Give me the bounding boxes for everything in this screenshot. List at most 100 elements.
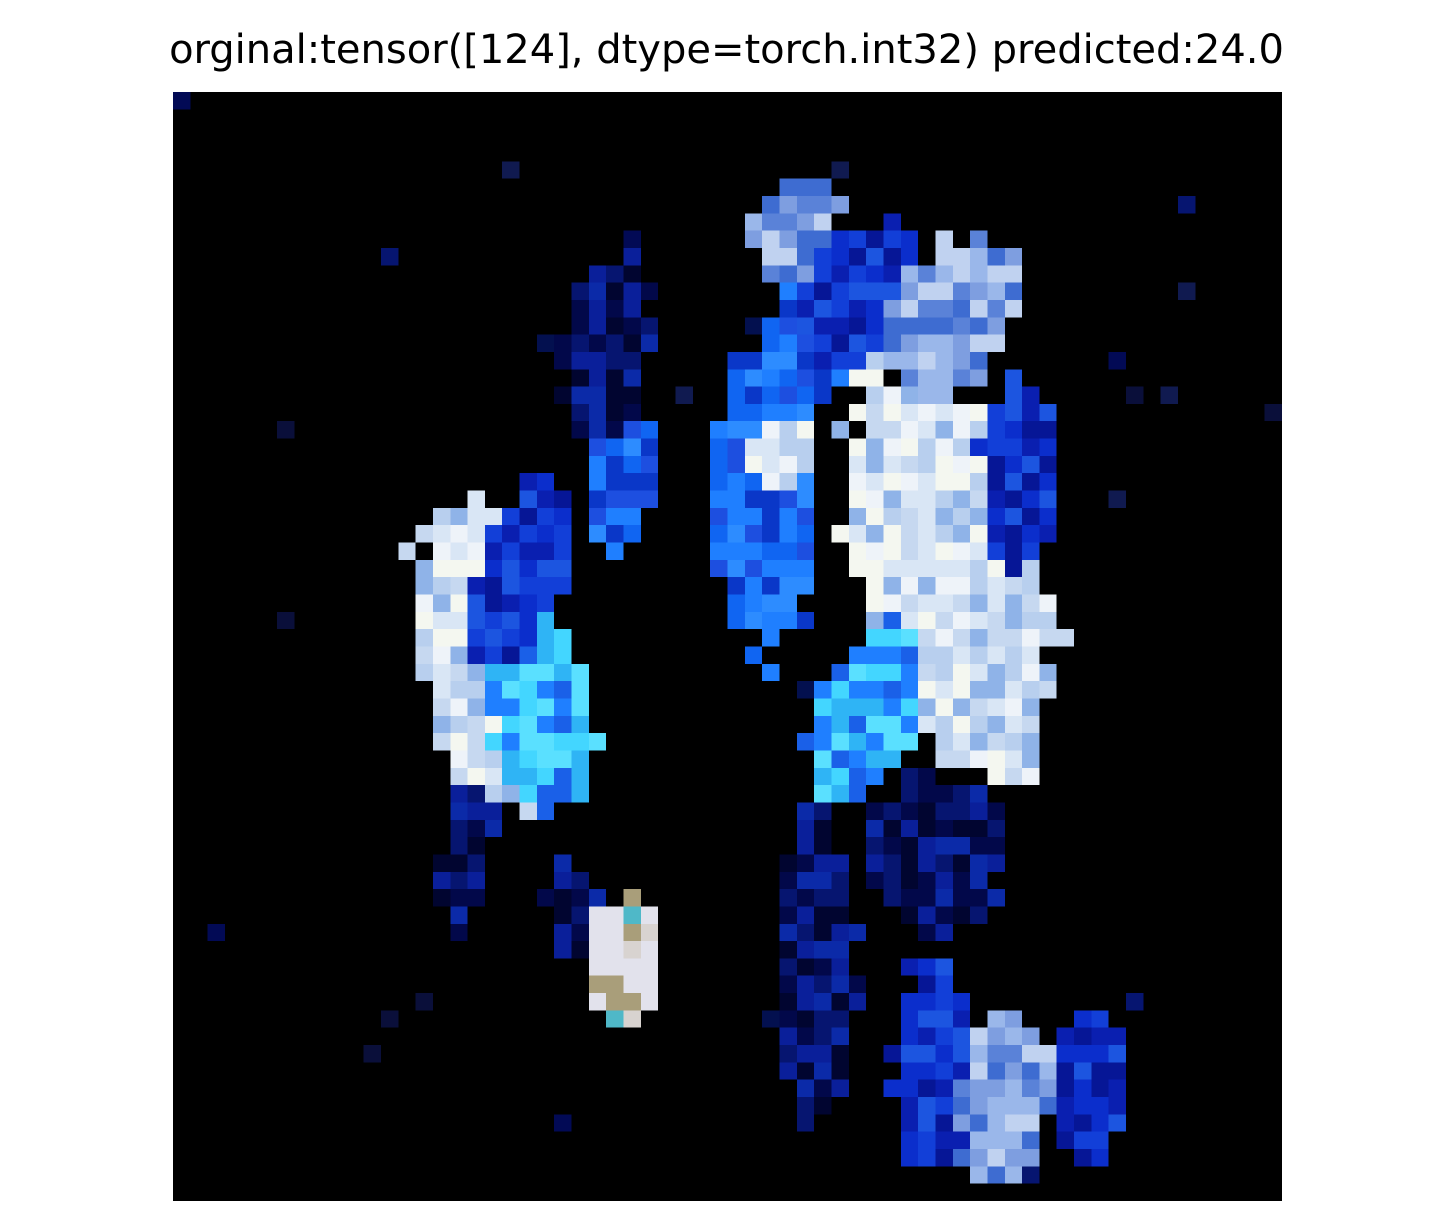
image-pixel [796,854,815,872]
image-pixel [606,993,624,1011]
image-pixel [623,351,641,370]
image-pixel [536,767,555,786]
image-pixel [536,473,555,491]
image-pixel [1091,1010,1109,1028]
image-pixel [900,733,919,751]
image-pixel [1108,1097,1127,1115]
image-pixel [1022,386,1040,404]
image-pixel [900,802,919,820]
image-pixel [796,195,815,214]
image-pixel [952,1027,971,1046]
image-pixel [606,906,624,924]
image-pixel [779,906,797,924]
image-pixel [970,438,988,456]
image-pixel [1004,247,1023,266]
image-pixel [952,317,971,335]
image-pixel [554,577,572,595]
image-pixel [554,559,572,578]
image-pixel [918,646,936,664]
image-pixel [536,889,555,907]
image-pixel [432,559,451,578]
image-pixel [450,767,468,786]
image-pixel [952,247,971,266]
image-pixel [450,819,468,838]
image-pixel [831,230,849,248]
image-pixel [502,525,520,543]
image-pixel [900,889,919,907]
image-pixel [536,507,555,526]
image-pixel [900,1114,919,1132]
image-pixel [519,507,537,526]
image-pixel [450,889,468,907]
image-pixel [970,403,988,422]
image-pixel [1039,490,1057,508]
image-pixel [467,698,485,716]
image-pixel [918,715,936,734]
image-pixel [918,629,936,647]
image-pixel [744,507,763,526]
image-pixel [831,975,849,994]
image-pixel [450,611,468,630]
image-pixel [970,750,988,768]
image-pixel [640,993,659,1011]
image-pixel [640,421,659,439]
image-pixel [987,542,1005,560]
image-pixel [1160,386,1179,404]
image-pixel [952,854,971,872]
image-pixel [1004,369,1023,387]
image-pixel [866,559,884,578]
image-pixel [484,750,503,768]
image-pixel [970,299,988,318]
image-pixel [935,1010,953,1028]
image-pixel [779,473,797,491]
image-pixel [1022,1079,1040,1098]
image-pixel [1022,1097,1040,1115]
image-pixel [831,317,849,335]
image-pixel [762,1010,780,1028]
image-pixel [554,923,572,942]
image-pixel [623,473,641,491]
image-pixel [450,837,468,855]
image-pixel [814,941,832,959]
image-pixel [866,594,884,612]
image-pixel [1022,559,1040,578]
image-pixel [623,265,641,283]
image-pixel [900,1062,919,1080]
image-pixel [779,941,797,959]
image-pixel [952,559,971,578]
image-pixel [918,1045,936,1063]
image-pixel [918,1097,936,1115]
image-pixel [467,715,485,734]
image-pixel [866,819,884,838]
image-pixel [935,247,953,266]
image-pixel [727,525,745,543]
image-pixel [796,247,815,266]
image-pixel [484,594,503,612]
image-pixel [432,542,451,560]
image-pixel [796,438,815,456]
image-pixel [536,542,555,560]
image-pixel [571,351,589,370]
image-pixel [970,837,988,855]
image-pixel [935,455,953,474]
image-pixel [640,975,659,994]
image-pixel [606,421,624,439]
image-pixel [848,473,867,491]
image-pixel [866,490,884,508]
image-pixel [952,1079,971,1098]
image-pixel [952,490,971,508]
image-pixel [987,490,1005,508]
image-pixel [935,438,953,456]
image-pixel [519,733,537,751]
image-pixel [883,265,901,283]
image-pixel [918,438,936,456]
image-pixel [831,265,849,283]
image-pixel [640,282,659,300]
image-pixel [554,941,572,959]
image-pixel [866,438,884,456]
image-pixel [970,507,988,526]
image-pixel [935,889,953,907]
image-pixel [900,681,919,699]
image-pixel [935,733,953,751]
image-pixel [987,594,1005,612]
